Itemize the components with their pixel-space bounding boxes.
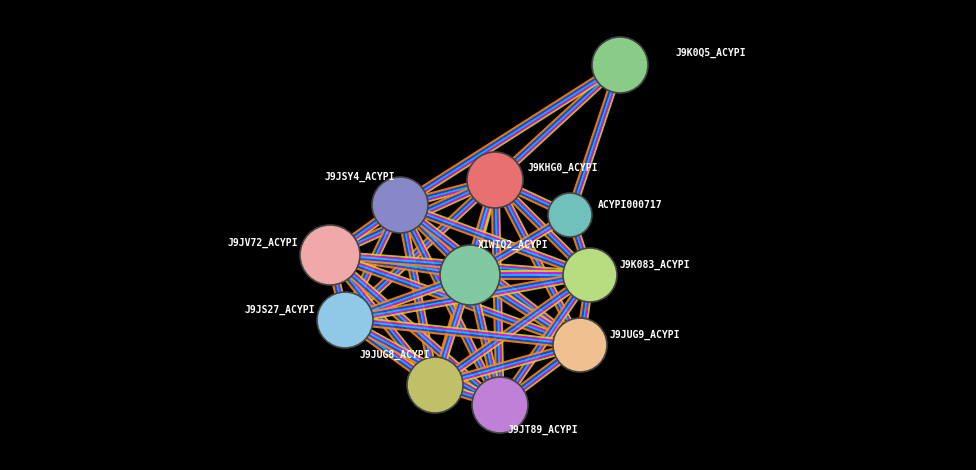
Text: J9JT89_ACYPI: J9JT89_ACYPI bbox=[508, 425, 579, 435]
Text: ACYPI000717: ACYPI000717 bbox=[598, 200, 663, 210]
Text: J9KHG0_ACYPI: J9KHG0_ACYPI bbox=[527, 163, 597, 173]
Circle shape bbox=[472, 377, 528, 433]
Text: J9K0Q5_ACYPI: J9K0Q5_ACYPI bbox=[675, 48, 746, 58]
Circle shape bbox=[440, 245, 500, 305]
Text: J9K083_ACYPI: J9K083_ACYPI bbox=[620, 260, 690, 270]
Circle shape bbox=[372, 177, 428, 233]
Circle shape bbox=[592, 37, 648, 93]
Text: J9JUG9_ACYPI: J9JUG9_ACYPI bbox=[610, 330, 680, 340]
Circle shape bbox=[553, 318, 607, 372]
Circle shape bbox=[317, 292, 373, 348]
Text: J9JSY4_ACYPI: J9JSY4_ACYPI bbox=[324, 172, 395, 182]
Circle shape bbox=[548, 193, 592, 237]
Circle shape bbox=[300, 225, 360, 285]
Text: J9JS27_ACYPI: J9JS27_ACYPI bbox=[245, 305, 315, 315]
Circle shape bbox=[407, 357, 463, 413]
Circle shape bbox=[467, 152, 523, 208]
Text: J9JUG8_ACYPI: J9JUG8_ACYPI bbox=[359, 350, 430, 360]
Text: J9JV72_ACYPI: J9JV72_ACYPI bbox=[227, 238, 298, 248]
Text: X1WIQ2_ACYPI: X1WIQ2_ACYPI bbox=[478, 240, 549, 250]
Circle shape bbox=[563, 248, 617, 302]
